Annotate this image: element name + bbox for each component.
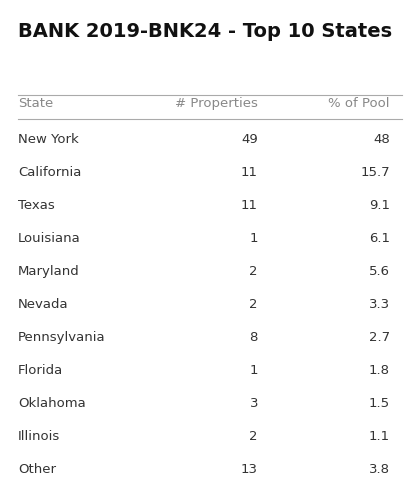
Text: New York: New York (18, 133, 79, 146)
Text: Maryland: Maryland (18, 265, 80, 278)
Text: 15.7: 15.7 (360, 166, 390, 179)
Text: 2: 2 (249, 430, 258, 443)
Text: Other: Other (18, 463, 56, 476)
Text: % of Pool: % of Pool (328, 97, 390, 110)
Text: 1.8: 1.8 (369, 364, 390, 377)
Text: 6.1: 6.1 (369, 232, 390, 245)
Text: Texas: Texas (18, 199, 55, 212)
Text: 2: 2 (249, 298, 258, 311)
Text: California: California (18, 166, 81, 179)
Text: 3: 3 (249, 397, 258, 410)
Text: Pennsylvania: Pennsylvania (18, 331, 105, 344)
Text: BANK 2019-BNK24 - Top 10 States: BANK 2019-BNK24 - Top 10 States (18, 22, 392, 41)
Text: Illinois: Illinois (18, 430, 60, 443)
Text: 11: 11 (241, 166, 258, 179)
Text: Nevada: Nevada (18, 298, 68, 311)
Text: State: State (18, 97, 53, 110)
Text: 49: 49 (241, 133, 258, 146)
Text: 11: 11 (241, 199, 258, 212)
Text: 8: 8 (249, 331, 258, 344)
Text: # Properties: # Properties (175, 97, 258, 110)
Text: 1: 1 (249, 232, 258, 245)
Text: 13: 13 (241, 463, 258, 476)
Text: 5.6: 5.6 (369, 265, 390, 278)
Text: 1.1: 1.1 (369, 430, 390, 443)
Text: 1: 1 (249, 364, 258, 377)
Text: 9.1: 9.1 (369, 199, 390, 212)
Text: Oklahoma: Oklahoma (18, 397, 86, 410)
Text: 3.8: 3.8 (369, 463, 390, 476)
Text: 1.5: 1.5 (369, 397, 390, 410)
Text: 48: 48 (373, 133, 390, 146)
Text: 2.7: 2.7 (369, 331, 390, 344)
Text: 3.3: 3.3 (369, 298, 390, 311)
Text: 2: 2 (249, 265, 258, 278)
Text: Florida: Florida (18, 364, 63, 377)
Text: Louisiana: Louisiana (18, 232, 81, 245)
